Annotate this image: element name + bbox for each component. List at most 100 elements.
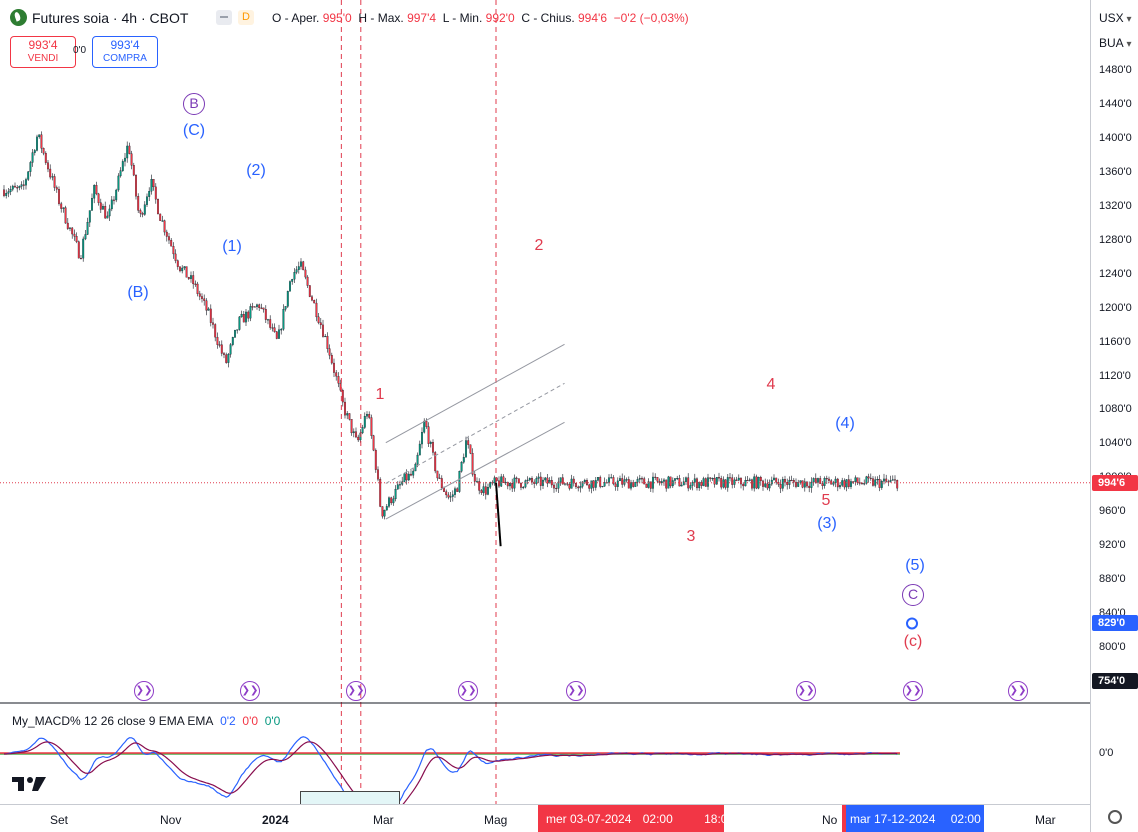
candle: [735, 479, 738, 481]
currency-selector[interactable]: USX: [1099, 11, 1132, 25]
candle: [557, 481, 560, 489]
event-icon[interactable]: ❯❯: [903, 681, 923, 701]
event-icon[interactable]: ❯❯: [566, 681, 586, 701]
candle: [69, 227, 71, 229]
event-icon[interactable]: ❯❯: [1008, 681, 1028, 701]
candle: [493, 477, 496, 484]
candle: [698, 481, 701, 489]
chart-header: Futures soia · 4h · CBOT D O - Aper. 995…: [0, 0, 1090, 36]
candle: [119, 170, 122, 177]
candle: [110, 199, 113, 210]
candle: [337, 376, 340, 384]
event-icon[interactable]: ❯❯: [346, 681, 366, 701]
buy-button[interactable]: 993'4 COMPRA: [92, 36, 158, 68]
candle: [641, 478, 643, 480]
candle: [834, 478, 837, 483]
candle: [5, 193, 8, 196]
candle: [414, 463, 417, 472]
candle: [388, 497, 390, 507]
time-axis[interactable]: Set Nov 2024 Mar Mag No Mar mer 03-07-20…: [0, 804, 1090, 832]
event-icon[interactable]: ❯❯: [134, 681, 154, 701]
candle: [22, 184, 25, 186]
candle: [682, 481, 685, 486]
candle: [421, 432, 423, 445]
candle: [350, 419, 353, 434]
candle: [335, 372, 338, 377]
candle: [570, 478, 573, 489]
price-tick: 1440'0: [1099, 97, 1132, 110]
wave-label-3-primary: (3): [817, 515, 837, 532]
candle: [86, 222, 89, 235]
candle: [469, 444, 472, 454]
candle: [825, 478, 828, 480]
event-icon[interactable]: ❯❯: [458, 681, 478, 701]
time-label: Set: [50, 813, 69, 827]
symbol-title[interactable]: Futures soia · 4h · CBOT: [32, 10, 189, 26]
unit-selector[interactable]: BUA: [1099, 36, 1132, 50]
macd-title: My_MACD% 12 26 close 9 EMA EMA: [12, 714, 214, 728]
candle: [658, 481, 661, 484]
candle: [583, 480, 586, 483]
candle: [280, 329, 283, 331]
candle: [75, 236, 78, 242]
candle: [522, 486, 525, 489]
candle: [418, 443, 421, 456]
candle: [660, 481, 663, 484]
candle: [148, 191, 151, 197]
candle: [566, 483, 569, 485]
candlestick-series: [3, 131, 899, 520]
candle: [322, 324, 324, 337]
candle: [291, 279, 294, 282]
candle: [165, 231, 168, 237]
candle: [482, 486, 485, 493]
sell-button[interactable]: 993'4 VENDI: [10, 36, 76, 68]
wave-label-3: 3: [686, 528, 696, 545]
price-chart[interactable]: [0, 0, 1090, 804]
event-icon[interactable]: ❯❯: [796, 681, 816, 701]
candle: [471, 453, 474, 475]
candle: [616, 480, 619, 487]
candle: [839, 485, 841, 488]
candle: [722, 479, 725, 488]
wave-label-1: 1: [375, 386, 385, 403]
soybean-icon: [10, 9, 27, 26]
candle: [236, 329, 239, 331]
candle: [528, 478, 531, 481]
candle: [194, 283, 197, 285]
price-axis[interactable]: USX BUA 1480'0 1440'0 1400'0 1360'0 1320'0 12…: [1090, 0, 1138, 832]
candle: [187, 277, 190, 279]
candle: [812, 478, 815, 483]
hide-icon[interactable]: [216, 10, 232, 25]
candle: [286, 291, 289, 307]
candle: [454, 488, 456, 495]
settings-icon[interactable]: [1108, 810, 1122, 824]
candle: [896, 480, 899, 489]
candle: [106, 215, 109, 219]
candle: [220, 344, 223, 354]
wave-label-c-primary: (C): [182, 122, 206, 139]
candle: [445, 491, 448, 496]
candle: [586, 480, 588, 486]
candle: [630, 482, 632, 489]
candle: [117, 175, 120, 191]
macd-signal-line: [4, 741, 898, 804]
price-tick: 920'0: [1099, 539, 1126, 552]
candle: [198, 293, 201, 297]
candle: [779, 484, 782, 489]
range-selection[interactable]: [300, 791, 400, 805]
candle: [674, 478, 676, 481]
tradingview-logo-icon[interactable]: [10, 774, 50, 794]
event-icon[interactable]: ❯❯: [240, 681, 260, 701]
candle: [652, 476, 654, 489]
delayed-data-badge[interactable]: D: [238, 10, 254, 25]
candle: [139, 210, 142, 214]
macd-legend[interactable]: My_MACD% 12 26 close 9 EMA EMA 0'2 0'0 0…: [12, 714, 280, 728]
candle: [685, 477, 687, 482]
candle: [253, 306, 256, 308]
candle: [423, 420, 426, 433]
candle: [161, 220, 164, 222]
wave-label-4-primary: (4): [835, 415, 855, 432]
candle: [731, 477, 734, 485]
candle: [313, 300, 316, 304]
candle: [511, 483, 514, 489]
